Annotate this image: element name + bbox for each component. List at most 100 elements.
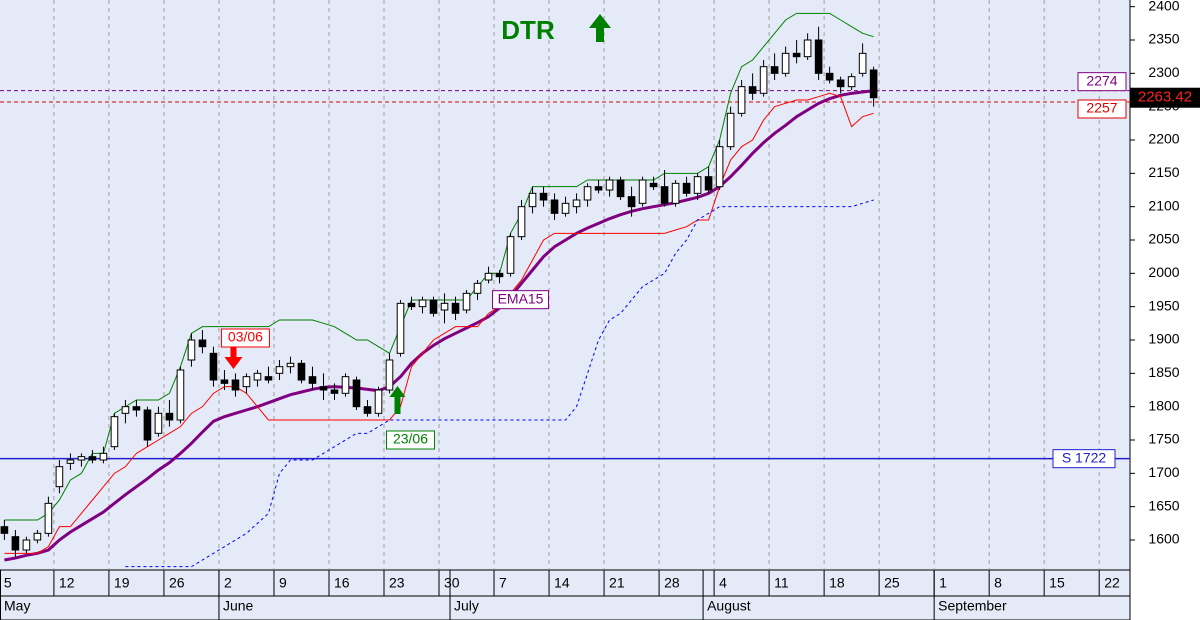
candle-body [11, 536, 20, 551]
candle-body [330, 389, 339, 394]
candle-body [693, 176, 702, 194]
series-label-box [492, 290, 550, 310]
candle-body [847, 76, 856, 88]
candle-body [374, 389, 383, 414]
candle-body [748, 86, 757, 94]
annotation-box [220, 328, 270, 348]
x-tick-label: 23 [389, 575, 405, 591]
candle-body [418, 299, 427, 308]
x-tick-label: 25 [884, 575, 900, 591]
candle-body [495, 272, 504, 278]
candle-body [616, 179, 625, 198]
annotation-arrow [224, 347, 243, 369]
y-tick-label: 1600 [1148, 531, 1179, 547]
candle-body [363, 406, 372, 414]
trend-arrow [589, 14, 611, 42]
candle-body [572, 199, 581, 208]
candle-body [209, 352, 218, 381]
candle-body [341, 376, 350, 394]
candle-body [737, 86, 746, 114]
candle-body [88, 456, 97, 461]
reference-label: 2257 [1086, 100, 1117, 116]
indicator-line [4, 12, 874, 521]
candle-body [814, 39, 823, 74]
candle-body [154, 412, 163, 434]
candle-body [594, 186, 603, 191]
candle-body [22, 539, 31, 551]
candle-body [825, 72, 834, 81]
month-label: August [707, 598, 751, 614]
candle-body [275, 366, 284, 374]
candle-body [319, 386, 328, 391]
reference-label: S 1722 [1062, 449, 1107, 465]
month-label: July [454, 598, 479, 614]
candle-body [231, 379, 240, 391]
candle-body [770, 66, 779, 74]
candle-body [649, 182, 658, 188]
y-tick-label: 1650 [1148, 497, 1179, 513]
candle-body [451, 302, 460, 314]
candle-body [44, 502, 53, 534]
y-tick-label: 2400 [1148, 0, 1179, 13]
x-tick-label: 15 [1049, 575, 1065, 591]
candle-body [121, 406, 130, 414]
candle-body [264, 376, 273, 381]
y-tick-label: 1750 [1148, 431, 1179, 447]
y-tick-label: 1900 [1148, 331, 1179, 347]
series-label: EMA15 [498, 290, 544, 306]
x-tick-label: 16 [334, 575, 350, 591]
x-tick-label: 18 [829, 575, 845, 591]
reference-label: 2274 [1086, 72, 1117, 88]
y-tick-label: 2350 [1148, 31, 1179, 47]
y-tick-label: 2050 [1148, 231, 1179, 247]
candle-body [473, 282, 482, 294]
candle-body [297, 362, 306, 381]
last-price-label: 2263.42 [1138, 89, 1192, 106]
x-axis-panel [0, 569, 1131, 620]
y-tick-label: 1700 [1148, 464, 1179, 480]
x-tick-label: 5 [4, 575, 12, 591]
candle-body [660, 186, 669, 204]
candle-body [550, 199, 559, 214]
x-tick-label: 4 [719, 575, 727, 591]
last-price-tag [1130, 87, 1200, 108]
candle-body [132, 406, 141, 411]
y-tick-label: 1800 [1148, 397, 1179, 413]
candle-body [781, 52, 790, 74]
candle-body [605, 179, 614, 191]
x-tick-label: 19 [114, 575, 130, 591]
y-tick-label: 1950 [1148, 297, 1179, 313]
candle-body [462, 292, 471, 311]
plot-area [0, 0, 1130, 570]
candle-body [583, 186, 592, 201]
y-tick-label: 2150 [1148, 164, 1179, 180]
x-tick-label: 8 [994, 575, 1002, 591]
annotation-box [386, 430, 436, 450]
candle-body [165, 412, 174, 421]
month-label: September [938, 598, 1007, 614]
y-tick-label: 2000 [1148, 264, 1179, 280]
candle-body [440, 302, 449, 311]
candle-body [484, 272, 493, 281]
candle-body [198, 339, 207, 348]
candle-body [77, 456, 86, 461]
y-tick-label: 2100 [1148, 197, 1179, 213]
annotation-label: 23/06 [393, 431, 428, 447]
annotation-arrow [389, 386, 406, 414]
candle-body [561, 202, 570, 214]
candle-body [792, 52, 801, 58]
candle-body [517, 206, 526, 238]
candle-body [627, 196, 636, 208]
x-tick-label: 22 [1104, 575, 1120, 591]
candle-body [396, 302, 405, 354]
x-tick-label: 21 [609, 575, 625, 591]
annotation-label: 03/06 [228, 329, 263, 345]
indicator-line [4, 89, 874, 562]
x-tick-label: 2 [224, 575, 232, 591]
candle-body [55, 466, 64, 488]
x-tick-label: 14 [554, 575, 570, 591]
candle-body [429, 299, 438, 314]
